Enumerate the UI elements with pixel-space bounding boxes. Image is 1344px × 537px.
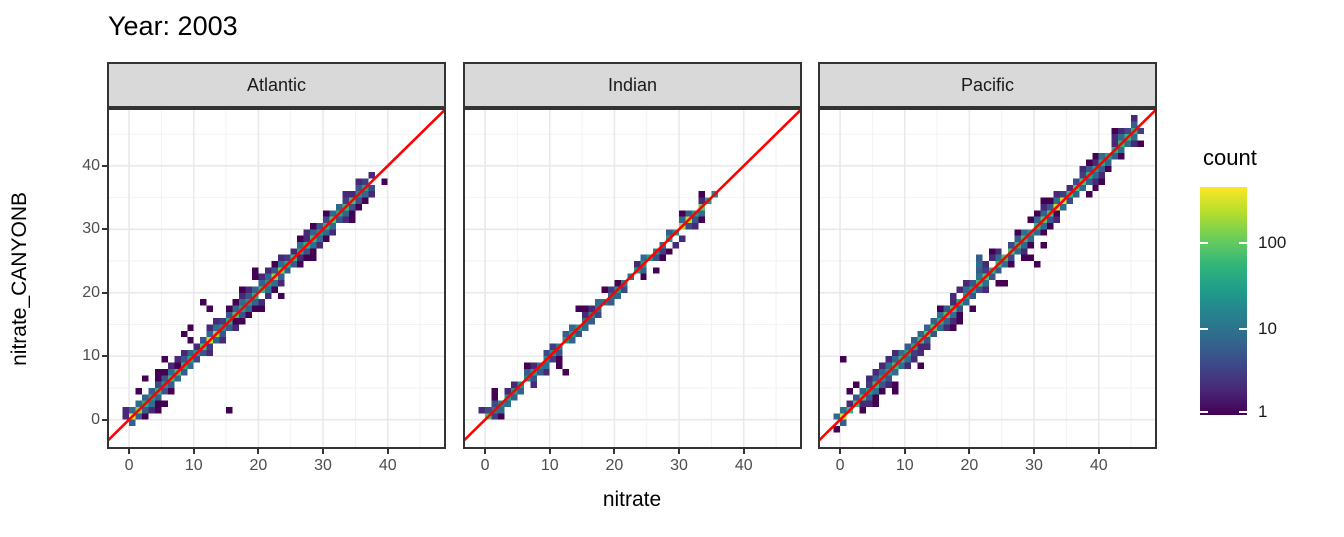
legend-tick-label: 10 [1258,319,1277,339]
x-tick-mark [742,449,745,454]
facet-strip-label: Atlantic [246,74,307,95]
x-tick-mark [968,449,971,454]
y-tick-mark [102,164,107,167]
x-tick-mark [192,449,195,454]
x-tick-mark [678,449,681,454]
legend-tick-mark [1200,242,1208,245]
x-tick-label: 30 [1025,457,1043,474]
y-tick-label: 30 [82,220,100,238]
x-tick-label: 30 [314,457,332,474]
legend-tick-label: 100 [1258,233,1287,253]
x-tick-mark [548,449,551,454]
x-tick-mark [1033,449,1036,454]
x-tick-label: 10 [895,457,914,474]
x-tick-label: 40 [734,457,753,474]
x-tick-mark [257,449,260,454]
legend-tick-mark [1200,328,1208,331]
bin2d-plot-pacific [820,110,1155,447]
plot-title: Year: 2003 [108,11,238,41]
x-tick-mark [613,449,616,454]
x-tick-label: 30 [670,457,688,474]
panel-pacific [818,108,1157,449]
x-tick-label: 40 [1089,457,1108,474]
x-tick-mark [1097,449,1100,454]
y-axis-title: nitrate_CANYONB [8,108,32,449]
panel-atlantic [107,108,446,449]
x-tick-mark [386,449,389,454]
panel-indian [463,108,802,449]
y-tick-label: 0 [91,410,100,428]
x-tick-mark [128,449,131,454]
facet-strip-label: Pacific [960,74,1014,95]
legend-tick-mark [1239,411,1247,413]
facet-strip-indian: Indian [463,62,802,108]
y-tick-mark [102,291,107,294]
x-tick-mark [322,449,325,454]
legend-colorbar [1200,187,1247,415]
x-tick-mark [484,449,487,454]
x-tick-label: 20 [249,457,268,474]
y-tick-label: 20 [82,283,100,301]
facet-strip-atlantic: Atlantic [107,62,446,108]
x-tick-mark [903,449,906,454]
x-tick-label: 10 [540,457,559,474]
y-tick-mark [102,228,107,231]
y-axis-title-text: nitrate_CANYONB [8,191,31,366]
legend-tick-label: 1 [1258,402,1268,421]
x-tick-label: 0 [124,457,134,474]
x-tick-label: 0 [835,457,845,474]
legend-tick-mark [1239,328,1247,331]
y-tick-label: 40 [82,156,100,174]
x-tick-label: 40 [378,457,397,474]
legend-tick-mark [1200,411,1208,413]
x-tick-mark [839,449,842,454]
x-tick-label: 20 [605,457,624,474]
legend-count: count 100 10 1 [1196,143,1344,443]
y-tick-mark [102,355,107,358]
x-tick-label: 0 [480,457,490,474]
x-tick-label: 10 [184,457,203,474]
bin2d-plot-indian [465,110,800,447]
bin2d-plot-atlantic [109,110,444,447]
x-tick-label: 20 [960,457,979,474]
y-tick-mark [102,418,107,421]
y-tick-label: 10 [82,347,100,365]
legend-title: count [1203,145,1257,170]
facet-strip-label: Indian [607,74,658,95]
x-axis-title: nitrate [602,488,662,511]
facet-strip-pacific: Pacific [818,62,1157,108]
legend-tick-mark [1239,242,1247,245]
